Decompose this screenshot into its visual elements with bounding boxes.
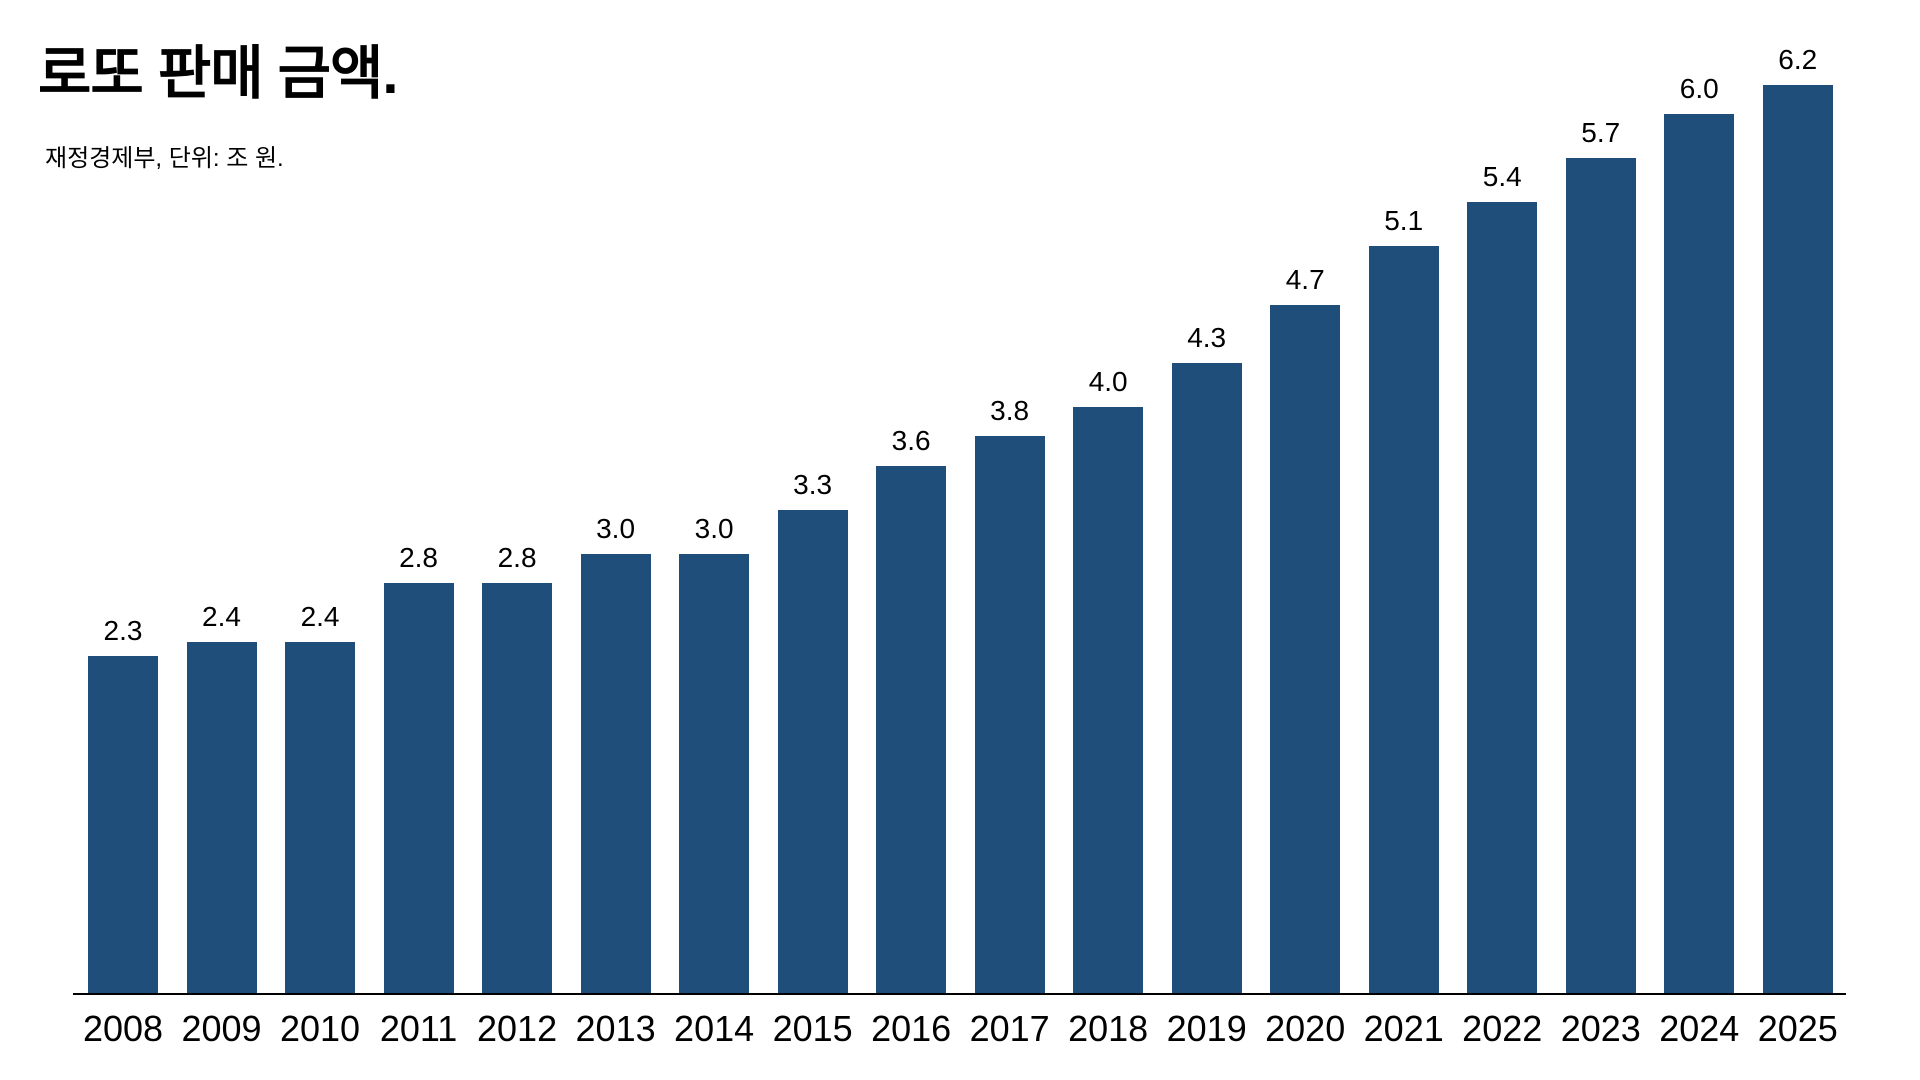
bar-value-label: 5.7 (1581, 117, 1621, 148)
x-axis-tick: 2016 (871, 1008, 951, 1050)
year-label: 2018 (1068, 1008, 1149, 1049)
bar-value-label: 4.7 (1285, 264, 1325, 295)
bar-column: 2.8 (383, 542, 454, 993)
bar-value-label: 3.3 (793, 469, 833, 500)
year-label: 2011 (379, 1008, 458, 1049)
bar-column: 4.3 (1171, 322, 1242, 993)
bar (1270, 305, 1341, 993)
bar (777, 510, 848, 993)
x-axis-tick: 2014 (674, 1008, 754, 1050)
bar (580, 554, 651, 993)
bar-column: 3.0 (679, 513, 750, 993)
x-axis-labels: 2008 2009 2010 2011 2012 2013 2014 2015 2016 2017… (83, 1008, 1838, 1050)
x-axis-tick: 2011 (380, 1008, 457, 1050)
bar-value-label: 5.1 (1384, 205, 1424, 236)
x-axis-tick: 2021 (1364, 1008, 1444, 1050)
bar-value-label: 3.0 (694, 513, 734, 544)
year-label: 2016 (871, 1008, 952, 1049)
bar-value-label: 4.0 (1088, 366, 1128, 397)
x-axis-tick: 2019 (1167, 1008, 1247, 1050)
bar-value-label: 2.4 (202, 601, 241, 632)
bar (876, 466, 947, 993)
bar (1664, 114, 1735, 993)
bar (482, 583, 553, 993)
bar-column: 3.3 (777, 469, 848, 993)
plot-area: 2.3 2.4 2.4 2.8 2.8 3.0 3.0 3.3 3.6 3.8 4.0 4.3 4.7 5… (73, 0, 1846, 995)
x-axis-tick: 2012 (477, 1008, 557, 1050)
bar-value-label: 2.3 (103, 615, 143, 646)
bar-value-label: 4.3 (1187, 322, 1227, 353)
chart-subtitle: 재정경제부, 단위: 조 원. (45, 145, 284, 172)
year-label: 2014 (674, 1008, 755, 1049)
chart-title: 로또 판매 금액. (38, 41, 399, 106)
x-axis-tick: 2013 (576, 1008, 656, 1050)
bar (383, 583, 454, 993)
bar-column: 4.7 (1270, 264, 1341, 993)
bar-column: 2.4 (186, 601, 257, 993)
bar (1762, 85, 1833, 993)
bar-value-label: 2.8 (497, 542, 537, 573)
x-axis-tick: 2023 (1561, 1008, 1641, 1050)
bar (285, 642, 356, 993)
bar-column: 6.0 (1664, 73, 1735, 993)
year-label: 2015 (772, 1008, 853, 1049)
bar-column: 5.1 (1368, 205, 1439, 993)
bar (1565, 158, 1636, 993)
x-axis-tick: 2024 (1659, 1008, 1739, 1050)
year-label: 2017 (969, 1008, 1050, 1049)
x-axis-tick: 2015 (773, 1008, 853, 1050)
year-label: 2008 (82, 1008, 164, 1049)
bar (1368, 246, 1439, 993)
bar-value-label: 2.8 (399, 542, 439, 573)
year-label: 2012 (477, 1008, 558, 1049)
x-axis-line (73, 993, 1846, 995)
year-label: 2019 (1166, 1008, 1247, 1049)
bar (974, 436, 1045, 993)
x-axis-tick: 2017 (970, 1008, 1050, 1050)
year-label: 2013 (575, 1008, 656, 1049)
bar-column: 3.8 (974, 395, 1045, 993)
bar-column: 6.2 (1762, 44, 1833, 993)
year-label: 2010 (279, 1008, 361, 1049)
bars-container: 2.3 2.4 2.4 2.8 2.8 3.0 3.0 3.3 3.6 3.8 4.0 4.3 4.7 5… (88, 0, 1833, 993)
year-label: 2024 (1659, 1008, 1740, 1049)
year-label: 2020 (1265, 1008, 1346, 1049)
bar-column: 5.7 (1565, 117, 1636, 993)
bar-column: 3.0 (580, 513, 651, 993)
bar (1467, 202, 1538, 993)
year-label: 2023 (1560, 1008, 1641, 1049)
bar-column: 5.4 (1467, 161, 1538, 993)
bar-value-label: 2.4 (300, 601, 340, 632)
x-axis-tick: 2020 (1265, 1008, 1345, 1050)
bar-value-label: 3.8 (990, 395, 1030, 426)
bar-column: 2.4 (285, 601, 356, 993)
x-axis-tick: 2010 (280, 1008, 360, 1050)
year-label: 2021 (1363, 1008, 1444, 1049)
bar (1073, 407, 1144, 993)
x-axis-tick: 2025 (1758, 1008, 1838, 1050)
bar-value-label: 6.2 (1778, 44, 1818, 75)
bar-column: 2.3 (88, 615, 158, 993)
bar-column: 4.0 (1073, 366, 1144, 993)
x-axis-tick: 2009 (181, 1008, 261, 1050)
bar-value-label: 5.4 (1482, 161, 1522, 192)
x-axis-tick: 2018 (1068, 1008, 1148, 1050)
year-label: 2025 (1757, 1008, 1838, 1049)
bar (1171, 363, 1242, 993)
bar-value-label: 3.0 (596, 513, 636, 544)
bar (186, 642, 257, 993)
bar-value-label: 6.0 (1679, 73, 1719, 104)
bar-column: 3.6 (876, 425, 947, 993)
x-axis-tick: 2008 (83, 1008, 163, 1050)
bar-value-label: 3.6 (891, 425, 931, 456)
year-label: 2022 (1462, 1008, 1543, 1049)
bar-column: 2.8 (482, 542, 553, 993)
x-axis-tick: 2022 (1462, 1008, 1542, 1050)
year-label: 2009 (181, 1008, 262, 1049)
bar (679, 554, 750, 993)
bar (88, 656, 158, 993)
